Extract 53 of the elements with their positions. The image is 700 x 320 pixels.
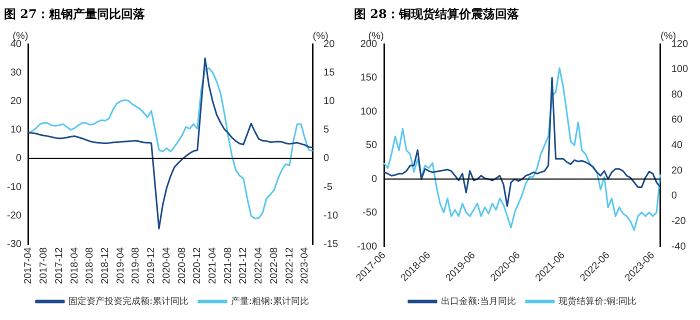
y-tick-label: -10 [7, 182, 22, 193]
x-tick-label: 2018-12 [100, 246, 111, 284]
x-tick-label: 2018-08 [84, 246, 96, 284]
y-tick-label: 0 [16, 153, 22, 164]
x-tick-label: 2020-12 [192, 246, 204, 284]
legend-label: 出口金额:当月同比 [440, 296, 516, 307]
y2-tick-label: 0 [324, 153, 330, 164]
x-tick-label: 2019-12 [146, 246, 158, 284]
legend-label: 现货结算价:铜:同比 [558, 296, 637, 307]
x-tick-label: 2019-04 [115, 246, 126, 284]
chart-title: 图 28：铜现货结算价震荡回落 [353, 6, 520, 23]
x-tick-label: 2020-08 [176, 246, 188, 284]
legend-label: 固定资产投资完成额:累计同比 [68, 296, 188, 307]
x-tick-label: 2022-04 [254, 246, 265, 284]
y-tick-label: -100 [357, 241, 378, 252]
y-tick-label: 100 [360, 106, 378, 118]
x-tick-label: 2021-12 [238, 246, 250, 284]
x-tick-label: 2022-12 [284, 246, 296, 284]
y-tick-label: 30 [10, 67, 22, 78]
y-tick-label: 10 [10, 124, 22, 136]
y2-tick-label: -40 [671, 241, 686, 252]
x-tick-label: 2020-04 [161, 246, 172, 284]
y2-tick-label: -15 [324, 239, 338, 250]
y-tick-label: 20 [10, 96, 22, 107]
y-tick-label: 150 [360, 72, 378, 84]
y2-tick-label: 80 [671, 89, 683, 100]
y2-tick-label: 15 [324, 67, 336, 78]
y-tick-label: -20 [7, 210, 22, 222]
x-tick-label: 2021-04 [207, 246, 218, 284]
x-tick-label: 2021-08 [222, 246, 234, 284]
y2-tick-label: 100 [671, 64, 688, 76]
x-tick-label: 2017-12 [54, 246, 65, 284]
y-tick-label: -30 [7, 239, 22, 250]
x-tick-label: 2017-08 [38, 246, 50, 284]
y2-tick-label: 10 [324, 96, 336, 107]
chart-title: 图 27：粗钢产量同比回落 [3, 6, 146, 23]
y-tick-label: -50 [362, 208, 378, 219]
legend-label: 产量:粗钢:累计同比 [230, 296, 310, 307]
y2-tick-label: 40 [671, 140, 683, 152]
x-tick-label: 2018-04 [69, 246, 80, 284]
y2-tick-label: -5 [324, 182, 333, 193]
x-tick-label: 2019-08 [130, 246, 142, 284]
y2-tick-label: 5 [324, 124, 330, 136]
y2-tick-label: -20 [671, 216, 686, 227]
x-tick-label: 2023-04 [300, 246, 311, 284]
y-tick-label: 0 [371, 174, 378, 185]
y-tick-label: 50 [366, 140, 378, 152]
x-tick-label: 2022-08 [268, 246, 280, 284]
y2-tick-label: 60 [671, 114, 683, 126]
y2-tick-label: 20 [671, 165, 683, 176]
y2-tick-label: -10 [324, 210, 338, 222]
x-tick-label: 2017-04 [23, 246, 34, 284]
y2-tick-label: 0 [671, 190, 678, 202]
